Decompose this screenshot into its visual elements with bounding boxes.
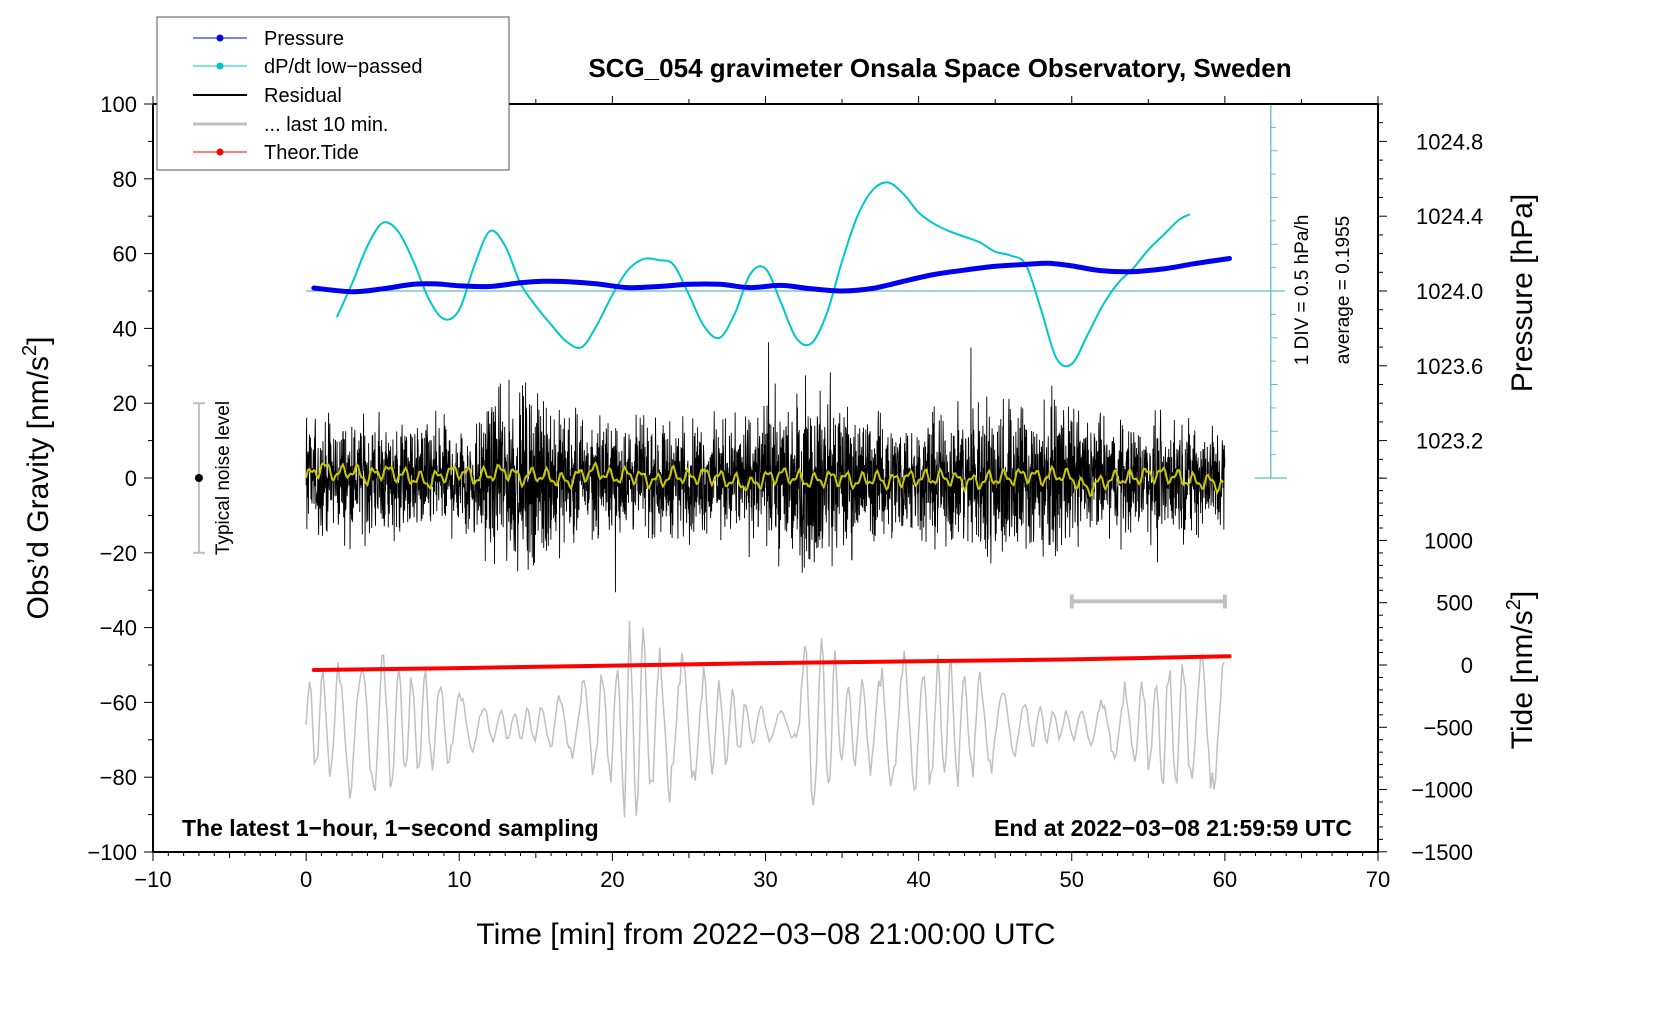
tide-tick-label: −1000 (1411, 778, 1473, 803)
legend: Pressure dP/dt low−passed Residual ... l… (156, 16, 510, 171)
legend-entry-last10: ... last 10 min. (193, 114, 389, 136)
chart-title: SCG_054 gravimeter Onsala Space Observat… (588, 53, 1291, 83)
series-pressure (311, 256, 1232, 295)
series-dpdt-low-passed (335, 181, 1191, 368)
legend-swatch-tide-dot (216, 148, 224, 156)
tide-axis-title-text: Tide [nm/s (1506, 610, 1539, 749)
dpdt-scale-label: 1 DIV = 0.5 hPa/h (1292, 215, 1313, 366)
x-tick-label: 20 (600, 867, 624, 892)
dpdt-average-label: average = 0.1955 (1333, 216, 1354, 364)
legend-swatch-dpdt-dot (216, 62, 224, 70)
x-tick-label: 70 (1366, 867, 1390, 892)
legend-entry-residual: Residual (193, 85, 342, 107)
typical-noise-bar (192, 402, 205, 554)
y-left-axis-title-text: Obs’d Gravity [nm/s (22, 356, 55, 619)
tide-axis-title: Tide [nm/s2] (1503, 591, 1539, 749)
y-left-axis-title: Obs’d Gravity [nm/s2] (19, 337, 55, 620)
legend-label-pressure: Pressure (264, 28, 344, 50)
pressure-tick-label: 1024.4 (1416, 204, 1483, 229)
pressure-tick-label: 1024.8 (1416, 129, 1483, 154)
x-tick-label: 30 (753, 867, 777, 892)
residual-smoothed-line (305, 460, 1224, 498)
pressure-line (311, 256, 1232, 295)
tide-tick-label: 1000 (1424, 528, 1473, 553)
plot-area (192, 103, 1287, 818)
pressure-axis-title: Pressure [hPa] (1506, 194, 1539, 392)
tide-tick-label: −1500 (1411, 840, 1473, 865)
legend-label-dpdt: dP/dt low−passed (264, 56, 422, 78)
y-left-tick-label: −80 (100, 765, 137, 790)
x-axis-ticks: −10 0 10 20 30 40 50 60 70 (134, 96, 1390, 892)
legend-label-residual: Residual (264, 85, 342, 107)
legend-entry-dpdt: dP/dt low−passed (193, 56, 422, 78)
x-tick-label: 0 (300, 867, 312, 892)
noise-bar-center-dot (194, 474, 203, 482)
y-left-tick-label: 60 (113, 242, 137, 267)
tide-tick-label: 0 (1461, 653, 1473, 678)
y-left-axis-title-end: ] (22, 337, 55, 345)
noise-level-label: Typical noise level (213, 401, 234, 555)
legend-box (156, 16, 510, 171)
y-left-axis-ticks: 100 80 60 40 20 0 −20 −40 −60 −80 −100 (87, 92, 153, 865)
y-left-tick-label: −20 (100, 541, 137, 566)
legend-entry-pressure: Pressure (193, 28, 344, 50)
series-last-10-min (305, 620, 1225, 818)
dpdt-line (335, 181, 1191, 368)
y-left-tick-label: 20 (113, 391, 137, 416)
y-left-tick-label: −100 (87, 840, 137, 865)
pressure-tick-label: 1023.2 (1416, 429, 1483, 454)
y-left-tick-label: 80 (113, 167, 137, 192)
residual-line (305, 342, 1226, 593)
y-left-axis-title-sup: 2 (19, 345, 41, 356)
end-time-note: End at 2022−03−08 21:59:59 UTC (994, 815, 1352, 841)
x-tick-label: 60 (1213, 867, 1237, 892)
y-left-tick-label: −60 (100, 690, 137, 715)
tide-tick-label: 500 (1436, 591, 1473, 616)
tide-axis-title-end: ] (1506, 591, 1539, 599)
y-left-tick-label: 100 (100, 92, 137, 117)
sampling-note: The latest 1−hour, 1−second sampling (182, 815, 599, 841)
pressure-axis-ticks: 1024.8 1024.4 1024.0 1023.6 1023.2 (1378, 103, 1483, 479)
tide-axis-ticks: 1000 500 0 −500 −1000 −1500 (1378, 477, 1473, 865)
y-left-tick-label: 0 (125, 466, 137, 491)
tide-line (311, 654, 1232, 672)
x-tick-label: 40 (906, 867, 930, 892)
y-left-tick-label: 40 (113, 316, 137, 341)
tide-tick-label: −500 (1423, 715, 1473, 740)
legend-swatch-pressure-dot (216, 34, 224, 42)
last-10-min-line (305, 620, 1225, 818)
x-tick-label: 50 (1060, 867, 1084, 892)
x-tick-label: −10 (134, 867, 171, 892)
series-theor-tide (311, 654, 1232, 672)
y-left-tick-label: −40 (100, 616, 137, 641)
tide-axis-title-sup: 2 (1503, 599, 1525, 610)
pressure-tick-label: 1024.0 (1416, 279, 1483, 304)
pressure-tick-label: 1023.6 (1416, 354, 1483, 379)
series-residual (305, 342, 1226, 593)
legend-entry-tide: Theor.Tide (193, 142, 359, 164)
series-residual-smoothed (305, 460, 1224, 498)
last-10-min-bar (1069, 594, 1227, 609)
legend-label-last10: ... last 10 min. (264, 114, 389, 136)
x-axis-title: Time [min] from 2022−03−08 21:00:00 UTC (476, 918, 1055, 951)
legend-label-tide: Theor.Tide (264, 142, 359, 164)
x-tick-label: 10 (447, 867, 471, 892)
